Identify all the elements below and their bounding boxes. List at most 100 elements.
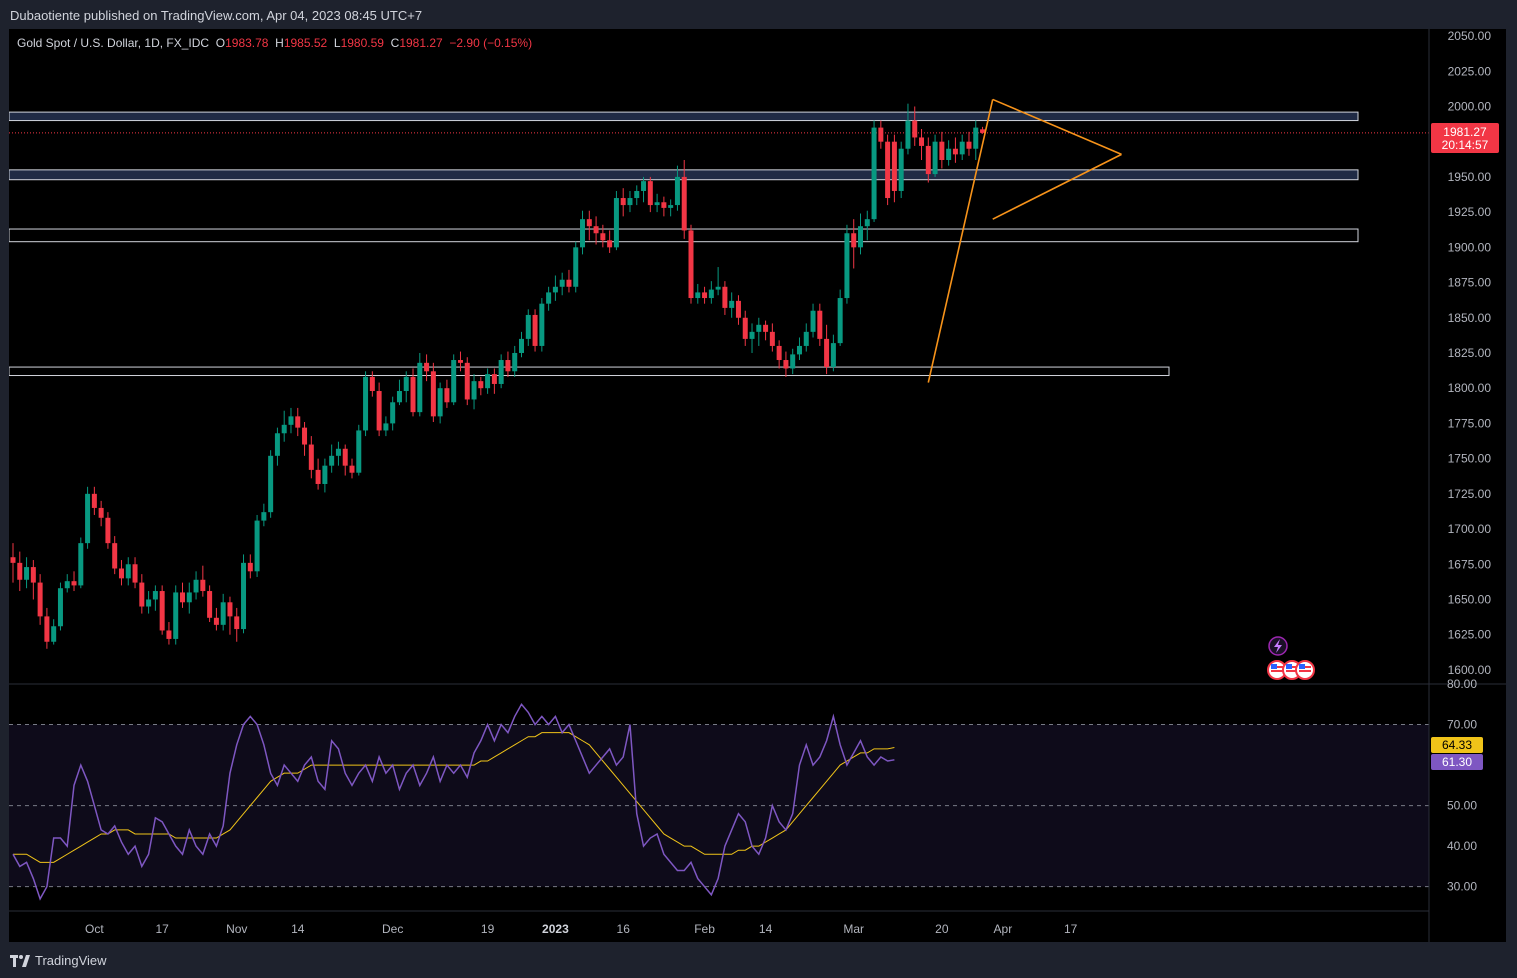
candle-body <box>769 331 775 346</box>
candle-body <box>905 120 911 149</box>
candle-body <box>559 279 565 287</box>
time-axis-tick: 16 <box>617 922 631 936</box>
candle-body <box>207 591 213 618</box>
candle-body <box>715 286 721 290</box>
support-resistance-zone <box>9 366 1170 377</box>
candle-body <box>349 465 355 473</box>
candle-body <box>627 198 633 206</box>
candle-body <box>98 507 104 518</box>
candle-body <box>607 240 613 248</box>
open-value: 1983.78 <box>225 36 269 50</box>
candle-body <box>180 592 185 603</box>
rsi-axis-tick: 70.00 <box>1447 718 1477 732</box>
time-axis-tick: 17 <box>155 922 169 936</box>
time-axis-tick: Nov <box>226 922 247 936</box>
chart-frame[interactable]: 2050.002025.002000.001975.001950.001925.… <box>9 29 1506 942</box>
lightning-icon[interactable] <box>1268 636 1288 656</box>
candle-body <box>37 582 43 617</box>
high-value: 1985.52 <box>283 36 328 50</box>
candle-body <box>410 376 416 413</box>
candlestick-chart[interactable]: 2050.002025.002000.001975.001950.001925.… <box>9 29 1506 942</box>
candle-body <box>335 448 341 456</box>
candle-body <box>376 391 382 431</box>
zones-layer <box>9 111 1359 377</box>
support-resistance-zone <box>9 111 1359 122</box>
candle-body <box>620 198 626 206</box>
rsi-line <box>12 702 895 901</box>
close-value: 1981.27 <box>399 36 443 50</box>
candle-body <box>91 493 97 508</box>
candle-body <box>51 626 57 642</box>
candle-body <box>302 427 308 445</box>
open-label: O <box>215 36 226 50</box>
price-axis-tick: 1825.00 <box>1448 346 1492 360</box>
rsi-axis-tick: 50.00 <box>1447 799 1477 813</box>
candle-body <box>756 324 762 332</box>
support-resistance-zone <box>9 228 1359 243</box>
candle-body <box>898 148 904 191</box>
candle-body <box>288 416 294 425</box>
price-axis-tick: 1900.00 <box>1448 240 1492 254</box>
time-axis-tick: 20 <box>935 922 949 936</box>
price-axis-tick: 1700.00 <box>1448 522 1492 536</box>
rsi-axis-tick: 30.00 <box>1447 880 1477 894</box>
candle-body <box>566 279 572 287</box>
candle-body <box>891 141 897 191</box>
candle-body <box>735 300 741 318</box>
time-axis-tick: Mar <box>843 922 864 936</box>
candle-body <box>871 127 877 220</box>
us-flag-icon[interactable] <box>1267 660 1287 680</box>
high-label: H <box>275 36 284 50</box>
candle-body <box>661 202 667 208</box>
candle-body <box>688 230 694 299</box>
candle-body <box>85 493 91 544</box>
candle-body <box>878 127 884 142</box>
candle-body <box>383 423 389 431</box>
candle-body <box>783 360 789 369</box>
candle-body <box>966 141 972 149</box>
candle-body <box>17 562 23 580</box>
candle-body <box>444 388 450 403</box>
candle-body <box>227 602 233 617</box>
candle-body <box>742 317 748 339</box>
candle-body <box>132 564 138 583</box>
price-axis-tick: 1775.00 <box>1448 416 1492 430</box>
candle-body <box>512 352 518 372</box>
time-axis-tick: 19 <box>481 922 495 936</box>
price-axis-tick: 1600.00 <box>1448 663 1492 677</box>
candle-body <box>64 581 70 589</box>
time-axis-tick: Oct <box>85 922 104 936</box>
tradingview-logo[interactable]: TradingView <box>10 953 107 968</box>
candle-body <box>315 469 321 484</box>
us-flag-icon[interactable] <box>1295 660 1315 680</box>
candle-body <box>532 314 538 346</box>
candle-body <box>959 141 965 155</box>
candle-body <box>837 298 843 344</box>
candle-body <box>390 402 396 424</box>
candle-body <box>573 247 579 287</box>
candle-body <box>57 588 63 627</box>
last-price-badge: 1981.27 20:14:57 <box>1431 123 1499 153</box>
candle-body <box>159 591 165 631</box>
candle-body <box>498 360 504 384</box>
rsi-layer <box>9 702 1429 901</box>
candle-body <box>525 314 531 339</box>
candle-body <box>437 388 443 417</box>
candle-body <box>796 345 802 355</box>
candle-body <box>146 599 152 607</box>
rsi-ma-line <box>13 732 895 863</box>
rsi-ma-value: 64.33 <box>1442 738 1472 752</box>
time-axis-tick: 14 <box>759 922 773 936</box>
price-axis-tick: 1850.00 <box>1448 311 1492 325</box>
candle-body <box>722 286 728 308</box>
candle-body <box>519 338 524 353</box>
price-axis-tick: 1800.00 <box>1448 381 1492 395</box>
candle-body <box>254 520 260 572</box>
candle-body <box>322 465 328 484</box>
candle-body <box>586 219 592 227</box>
candle-body <box>539 303 545 346</box>
candle-body <box>241 562 247 630</box>
candle-body <box>505 360 511 372</box>
candle-body <box>78 543 84 586</box>
candle-body <box>817 310 823 339</box>
